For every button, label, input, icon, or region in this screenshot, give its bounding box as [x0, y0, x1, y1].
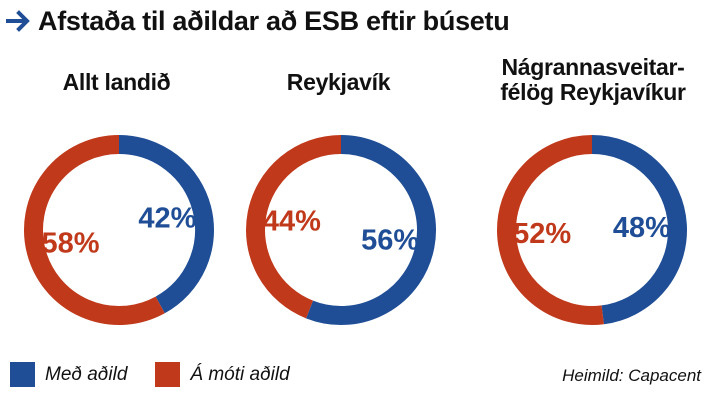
legend: Með aðild Á móti aðild: [10, 362, 318, 387]
chart-3-title-line-1: Nágrannasveitar-: [501, 54, 685, 80]
donut-chart-1: 42% 58%: [24, 135, 214, 325]
donut-1-label-against: 58%: [42, 227, 100, 259]
chart-1-title-text: Allt landið: [62, 69, 171, 95]
donut-2-label-for: 56%: [361, 224, 419, 256]
donut-1-label-for: 42%: [138, 203, 196, 235]
legend-swatch-against: [155, 362, 181, 387]
source-note: Heimild: Capacent: [562, 366, 701, 385]
chart-2-title-text: Reykjavík: [286, 69, 391, 95]
page-title: Afstaða til aðildar að ESB eftir búsetu: [38, 5, 510, 36]
donut-1-slice-against: [24, 135, 165, 325]
donut-2-slice-against: [246, 135, 342, 319]
donut-chart-2: 56% 44%: [246, 135, 436, 325]
donut-1-slice-for: [118, 135, 214, 314]
donut-3-slice-against: [497, 135, 604, 325]
chart-1-title: Allt landið: [14, 70, 219, 95]
legend-label-against: Á móti aðild: [190, 363, 290, 385]
arrow-right-icon: [6, 10, 30, 32]
donut-2-label-against: 44%: [263, 206, 321, 238]
donut-2-slice-for: [306, 135, 436, 325]
chart-3-title: Nágrannasveitar- félög Reykjavíkur: [478, 55, 708, 105]
legend-item-against: Á móti aðild: [155, 362, 290, 387]
donut-3-slice-for: [591, 135, 687, 325]
donut-3-label-for: 48%: [613, 212, 671, 244]
chart-2-title: Reykjavík: [236, 70, 441, 95]
title-row: Afstaða til aðildar að ESB eftir búsetu: [6, 4, 510, 38]
legend-swatch-for: [10, 362, 35, 387]
legend-label-for: Með aðild: [45, 363, 128, 385]
legend-item-for: Með aðild: [10, 362, 127, 387]
chart-3-title-line-2: félög Reykjavíkur: [500, 79, 686, 105]
donut-3-label-against: 52%: [513, 218, 571, 250]
donut-chart-3: 48% 52%: [497, 135, 687, 325]
